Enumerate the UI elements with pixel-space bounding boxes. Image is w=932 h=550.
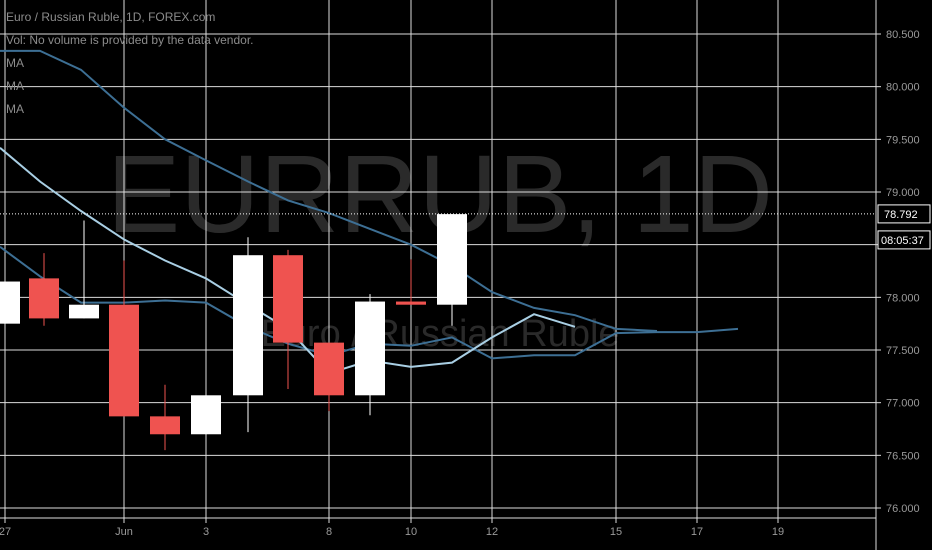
candle-body	[69, 304, 99, 319]
y-tick-label: 76.500	[886, 450, 920, 462]
y-tick-label: 80.500	[886, 29, 920, 41]
moving-average-line-1	[0, 49, 658, 332]
legend-ma-1[interactable]: MA	[6, 56, 24, 70]
candle-body	[273, 255, 303, 343]
y-tick-label: 78.000	[886, 292, 920, 304]
x-tick-label: 10	[405, 526, 417, 538]
y-tick-label: 76.000	[886, 503, 920, 515]
x-tick-label: 15	[610, 526, 622, 538]
x-tick-label: 8	[326, 526, 332, 538]
candle-body	[191, 395, 221, 435]
countdown-value: 08:05:37	[881, 235, 924, 247]
legend-volume-note: Vol: No volume is provided by the data v…	[6, 33, 254, 47]
y-tick-label: 80.000	[886, 82, 920, 94]
x-tick-label: 27	[0, 526, 11, 538]
x-tick-label: 3	[203, 526, 209, 538]
candle-body	[396, 301, 426, 305]
current-price-value: 78.792	[884, 209, 918, 221]
current-price-label: 78.792 08:05:37	[877, 204, 931, 250]
candle-body	[29, 278, 59, 319]
candle-body	[0, 281, 20, 324]
y-tick-label: 77.000	[886, 398, 920, 410]
y-tick-label: 77.500	[886, 345, 920, 357]
x-tick-label: 17	[691, 526, 703, 538]
y-tick-label: 79.000	[886, 187, 920, 199]
y-tick-label: 79.500	[886, 134, 920, 146]
x-tick-label: 19	[772, 526, 784, 538]
chart-legend: Euro / Russian Ruble, 1D, FOREX.com Vol:…	[6, 6, 253, 121]
candle-body	[355, 301, 385, 396]
candle-body	[233, 255, 263, 396]
current-price-box	[877, 204, 931, 224]
x-tick-label: Jun	[115, 526, 133, 538]
countdown-box	[877, 230, 931, 250]
x-tick-label: 12	[486, 526, 498, 538]
legend-ma-3[interactable]: MA	[6, 102, 24, 116]
candle-body	[314, 342, 344, 396]
legend-ma-2[interactable]: MA	[6, 79, 24, 93]
candle-body	[437, 214, 467, 305]
candle-body	[150, 416, 180, 435]
legend-title[interactable]: Euro / Russian Ruble, 1D, FOREX.com	[6, 10, 216, 24]
candle-body	[109, 304, 139, 417]
